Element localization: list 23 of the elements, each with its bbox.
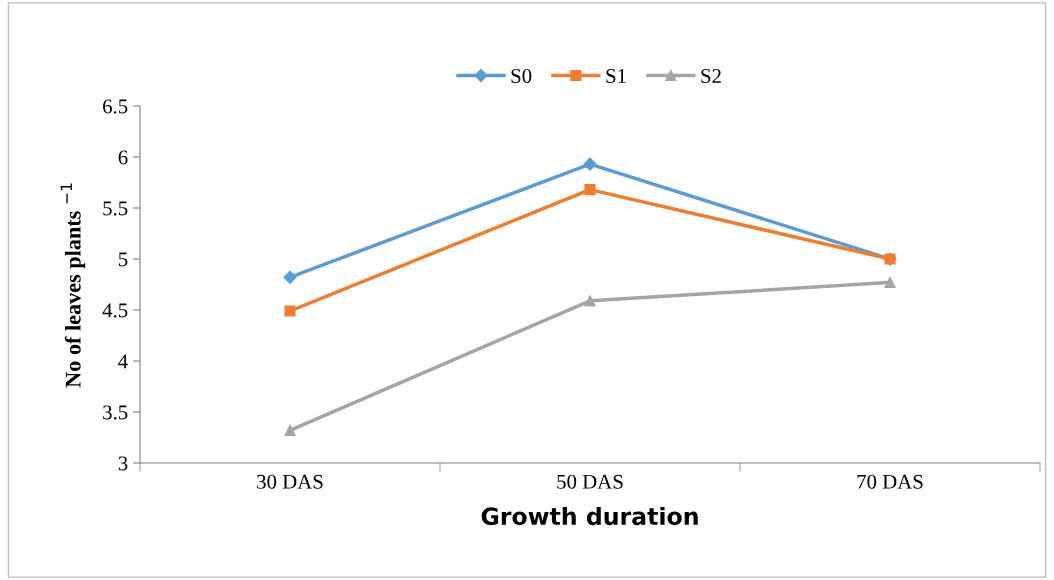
y-tick-label: 3 <box>118 456 128 471</box>
point <box>884 276 896 289</box>
point <box>584 295 596 307</box>
y-tick-label: 6.5 <box>103 99 128 114</box>
point <box>583 157 597 171</box>
point <box>284 305 296 317</box>
legend-label: S2 <box>701 69 721 84</box>
y-tick-label: 6 <box>118 150 128 165</box>
y-tick-label: 5.5 <box>103 201 128 216</box>
point <box>283 270 297 284</box>
y-tick-label: 3.5 <box>103 405 128 420</box>
point <box>284 424 296 436</box>
legend-label: S0 <box>511 68 532 84</box>
y-tick-label: 4 <box>118 354 128 369</box>
y-tick-label: 5 <box>118 252 128 267</box>
y-axis-title: No of leaves plants $^{−1}$ <box>60 183 86 388</box>
point <box>584 184 596 196</box>
x-tick-label: 70 DAS <box>857 474 923 489</box>
y-tick-label: 4.5 <box>102 303 128 318</box>
x-tick-label: 30 DAS <box>257 474 323 489</box>
x-tick-label: 50 DAS <box>557 474 623 489</box>
x-axis-title: Growth duration <box>481 506 698 526</box>
legend-label: S1 <box>606 69 626 84</box>
